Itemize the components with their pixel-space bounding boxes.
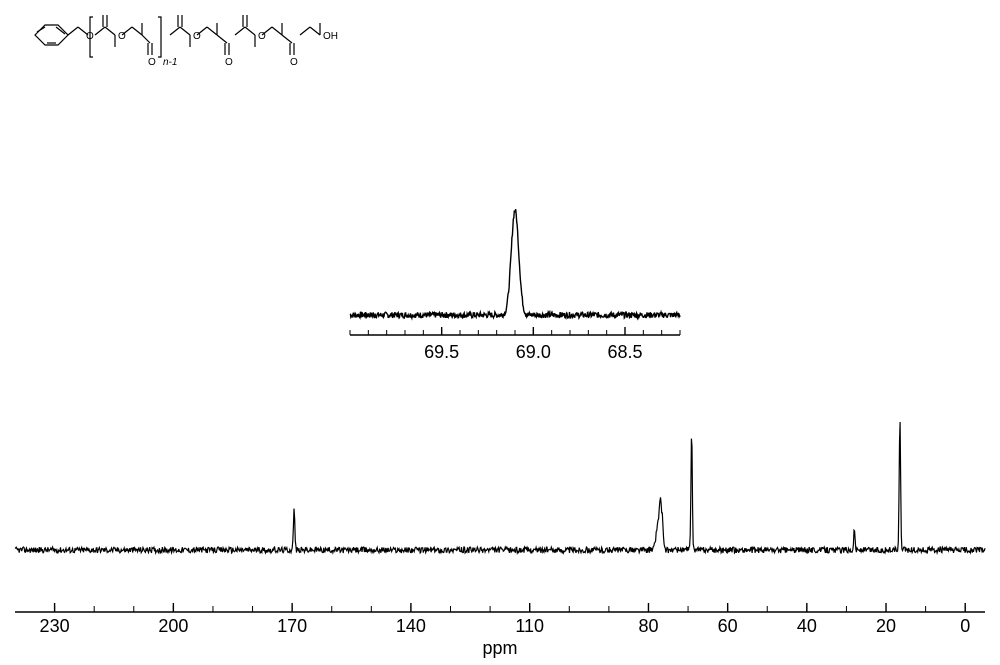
- main-spectrum-trace: [15, 422, 985, 553]
- svg-text:O: O: [290, 57, 298, 68]
- main-spectrum-svg: [0, 380, 1000, 590]
- svg-text:O: O: [258, 31, 266, 42]
- x-axis-label: ppm: [482, 638, 517, 659]
- main-tick-label: 200: [158, 616, 188, 637]
- svg-text:O: O: [193, 31, 201, 42]
- main-tick-label: 170: [277, 616, 307, 637]
- chemical-structure: O O O n-1 O O O O OH: [20, 5, 340, 75]
- inset-spectrum-svg: 69.5 69.0 68.5: [340, 190, 690, 370]
- main-spectrum-region: [0, 380, 1000, 590]
- main-tick-label: 0: [960, 616, 970, 637]
- main-tick-label: 40: [797, 616, 817, 637]
- inset-spectrum-trace: [350, 209, 680, 318]
- repeat-unit-label: n-1: [163, 57, 177, 68]
- main-tick-label: 80: [638, 616, 658, 637]
- svg-text:O: O: [86, 31, 94, 42]
- svg-text:O: O: [225, 57, 233, 68]
- main-axis-region: 230200170140110806040200 ppm: [0, 600, 1000, 660]
- inset-tick-label: 68.5: [607, 342, 642, 362]
- inset-tick-label: 69.5: [424, 342, 459, 362]
- svg-text:O: O: [148, 57, 156, 68]
- main-tick-label: 230: [40, 616, 70, 637]
- main-tick-label: 110: [515, 616, 544, 637]
- inset-tick-label: 69.0: [516, 342, 551, 362]
- main-tick-label: 60: [718, 616, 738, 637]
- terminal-oh: OH: [323, 31, 338, 42]
- main-tick-label: 20: [876, 616, 896, 637]
- svg-text:O: O: [118, 31, 126, 42]
- main-tick-label: 140: [396, 616, 426, 637]
- inset-spectrum-region: 69.5 69.0 68.5: [340, 190, 690, 370]
